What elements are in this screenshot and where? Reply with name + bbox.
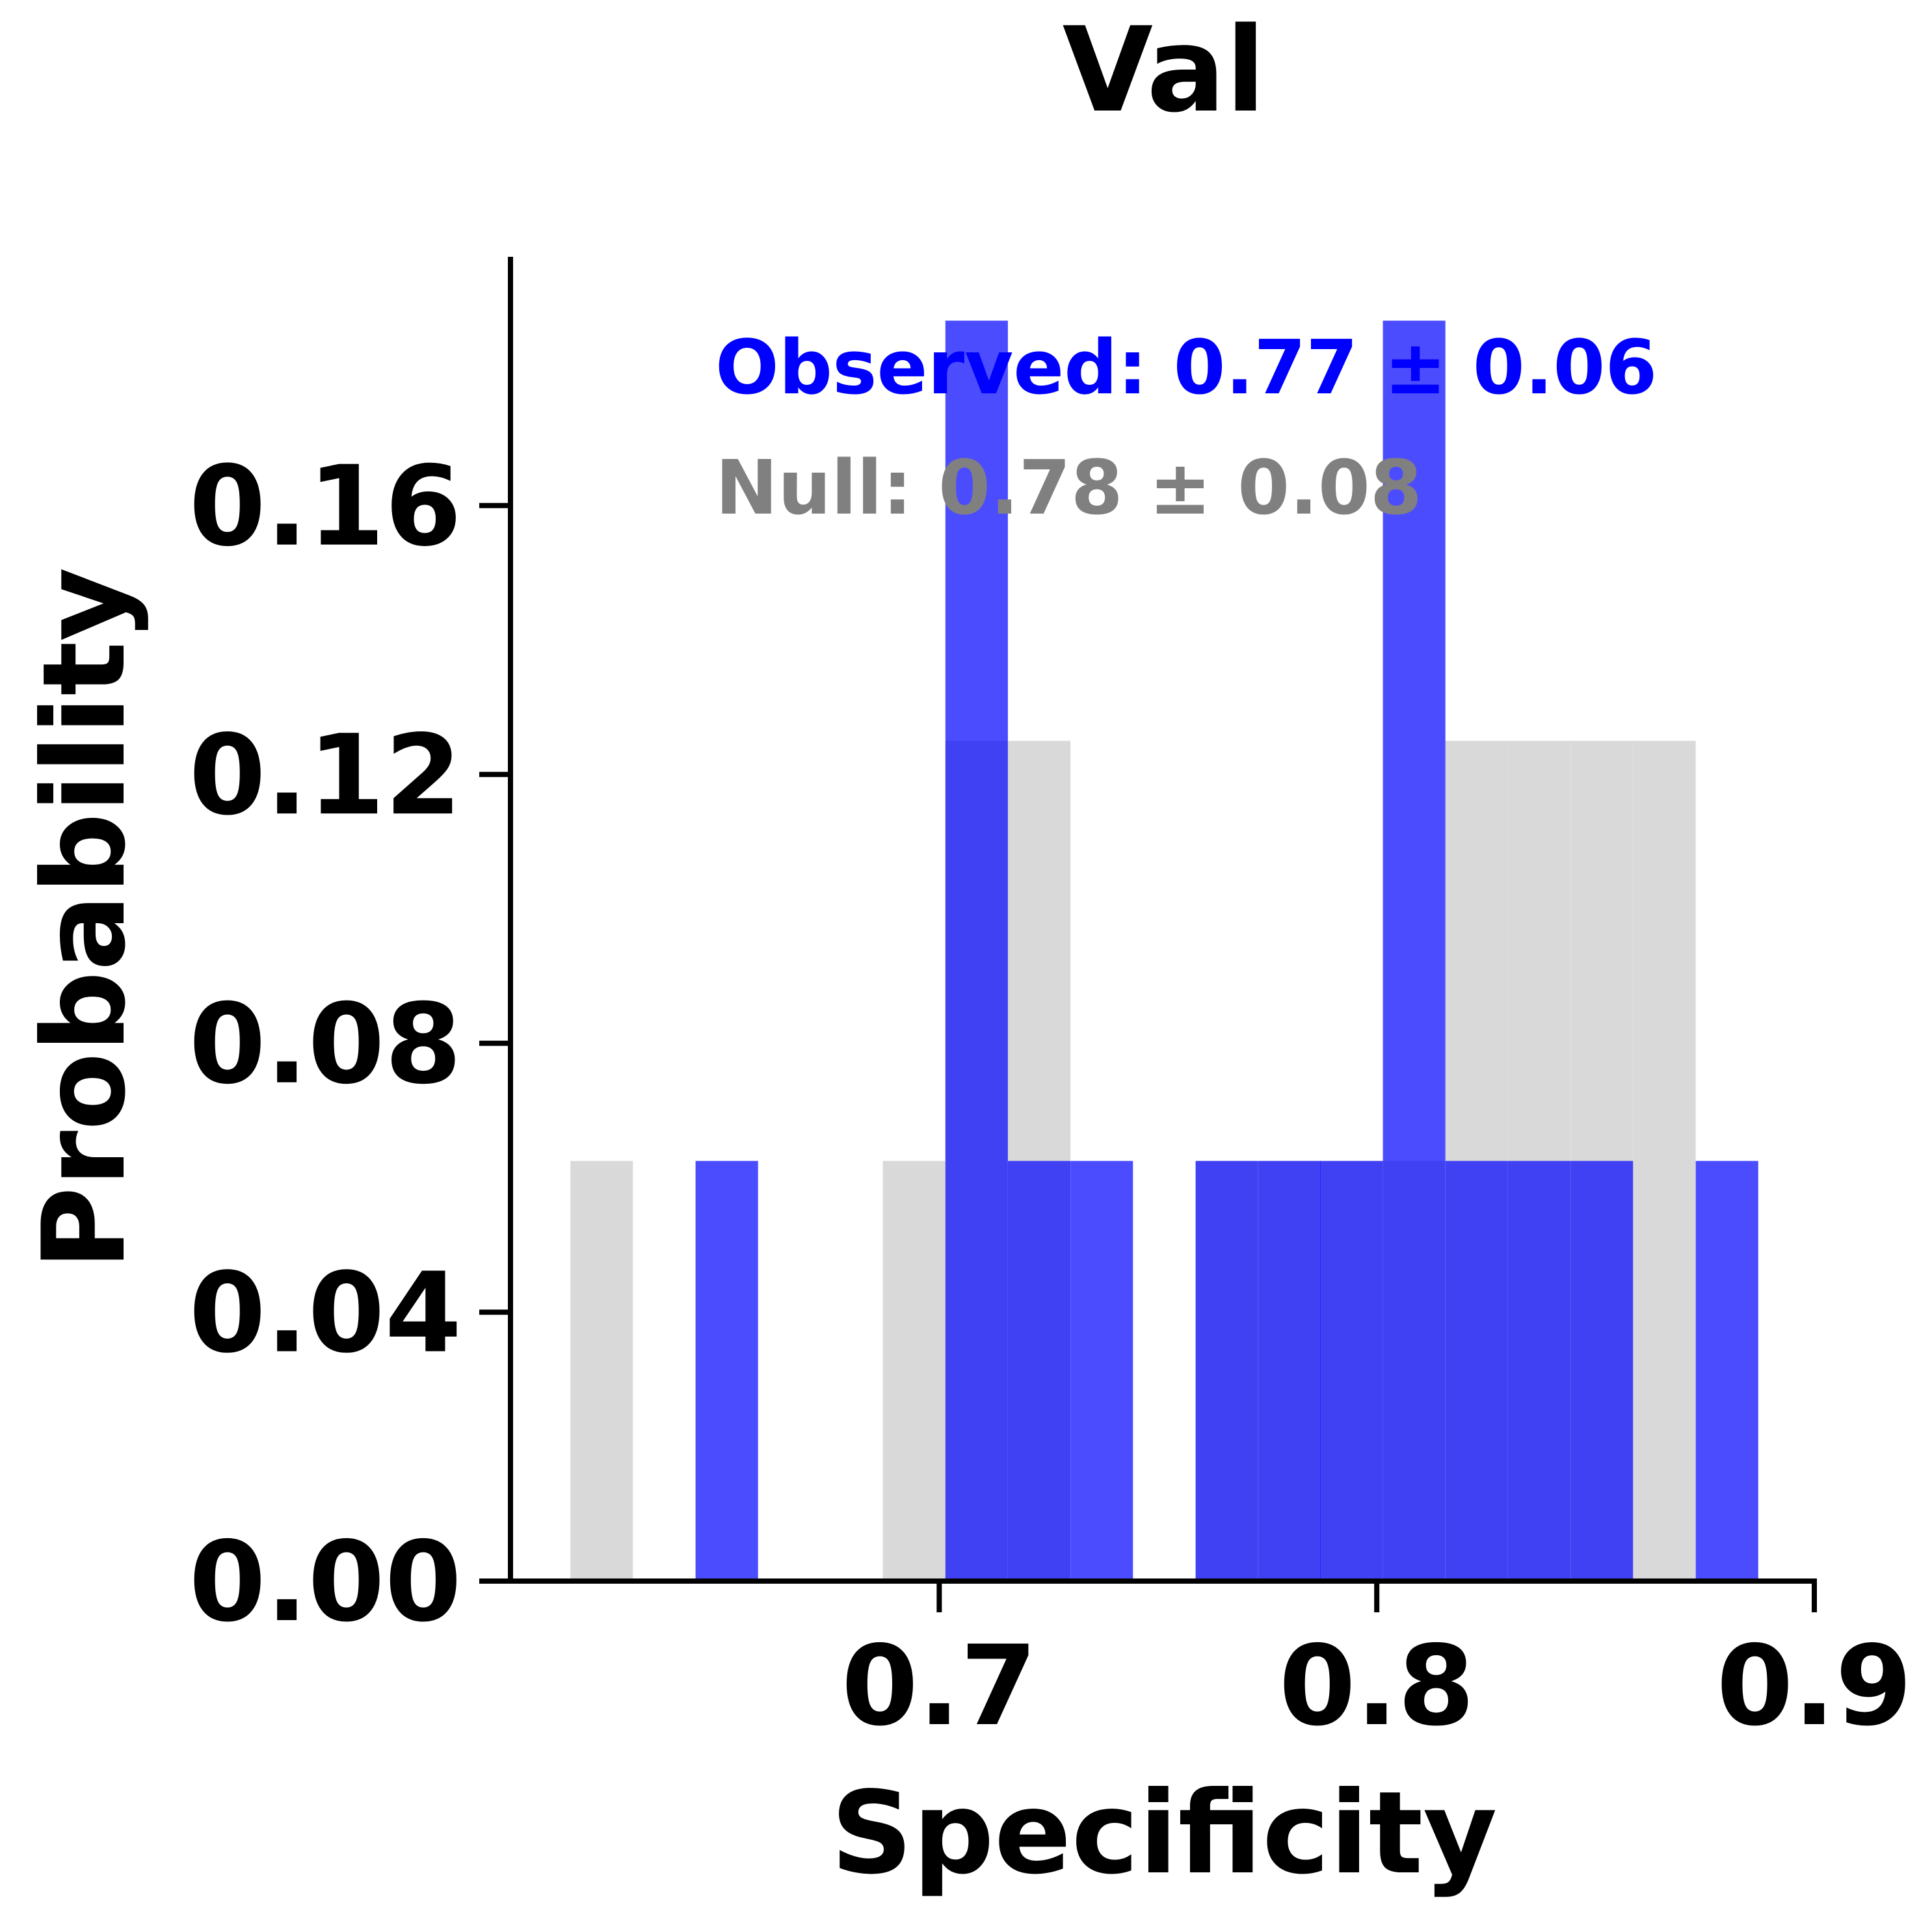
- x-tick-label-2: 0.9: [1716, 1622, 1912, 1751]
- y-axis-ticks: 0.00 0.04 0.08 0.12 0.16: [189, 443, 510, 1647]
- observed-bar-10: [1570, 1160, 1634, 1581]
- observed-bar-9: [1508, 1160, 1571, 1581]
- x-tick-label-0: 0.7: [841, 1622, 1037, 1751]
- y-tick-label-2: 0.08: [189, 980, 462, 1109]
- null-stat-label: Null: 0.78 ± 0.08: [715, 445, 1422, 532]
- observed-bar-8: [1445, 1160, 1508, 1581]
- null-bar-0: [570, 1160, 633, 1581]
- observed-bar-5: [1258, 1160, 1321, 1581]
- x-tick-label-1: 0.8: [1279, 1622, 1475, 1751]
- x-axis-label: Specificity: [831, 1768, 1498, 1900]
- chart-title: Val: [1063, 3, 1266, 138]
- null-bar-1: [882, 1160, 946, 1581]
- observed-bar-11: [1695, 1160, 1758, 1581]
- null-bar-11: [1633, 740, 1696, 1581]
- observed-bar-6: [1320, 1160, 1383, 1581]
- observed-stat-label: Observed: 0.77 ± 0.06: [715, 324, 1657, 412]
- observed-bar-2: [1008, 1160, 1071, 1581]
- y-tick-label-1: 0.04: [189, 1249, 462, 1378]
- observed-bar-7: [1383, 321, 1446, 1582]
- y-tick-label-0: 0.00: [189, 1518, 462, 1647]
- observed-bar-1: [945, 321, 1008, 1582]
- y-tick-label-3: 0.12: [189, 711, 462, 840]
- x-axis-ticks: 0.7 0.8 0.9: [841, 1581, 1912, 1751]
- y-tick-label-4: 0.16: [189, 443, 462, 571]
- observed-bar-4: [1195, 1160, 1258, 1581]
- observed-bar-0: [695, 1160, 758, 1581]
- y-axis-label: Probability: [19, 567, 151, 1270]
- observed-bar-3: [1070, 1160, 1133, 1581]
- observed-bars: [695, 321, 1758, 1582]
